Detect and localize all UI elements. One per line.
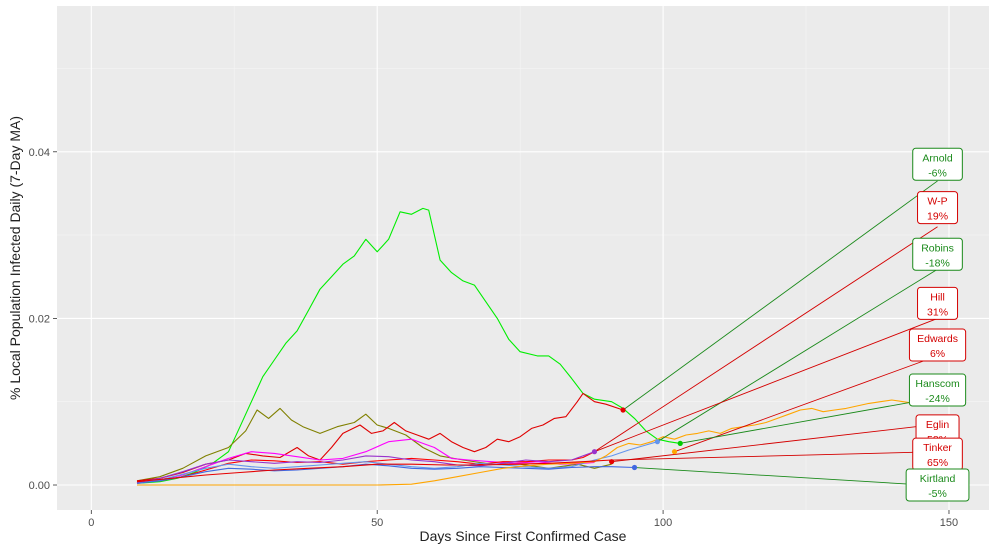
annotation-box [912,237,963,271]
series-line-6 [136,441,658,484]
y-axis-ticks: 0.00 0.02 0.04 [29,147,57,492]
x-axis-title: Days Since First Confirmed Case [420,528,627,544]
leader-line-w-p [594,226,938,453]
annotation-edwards: Edwards 6% [908,328,967,362]
leader-line-kirtland [634,467,938,487]
annotation-percent: 65% [927,457,948,469]
y-tick-label: 0.00 [29,480,50,492]
series-line-9 [136,459,612,483]
annotation-box [908,373,967,407]
annotation-percent: -6% [928,167,947,179]
series-line-0 [136,207,681,484]
annotation-leader-lines [594,180,938,487]
annotation-percent: -24% [925,393,950,405]
end-marker-5 [609,459,615,465]
leader-line-edwards [674,355,938,453]
leader-line-tinker [611,451,938,461]
end-marker-6 [631,464,638,471]
annotation-name: Robins [921,242,954,254]
y-axis-title: % Local Population Infected Daily (7-Day… [7,116,23,400]
minor-gridlines [57,6,989,510]
annotation-tinker: Tinker 65% [912,437,963,471]
annotation-name: Tinker [923,442,952,454]
annotation-name: Arnold [922,152,953,164]
annotation-percent: 19% [927,211,948,223]
annotation-w-p: W-P 19% [917,191,959,225]
end-marker-2 [654,439,660,445]
annotation-name: W-P [927,196,947,208]
annotation-name: Edwards [917,333,958,345]
leader-line-hanscom [680,397,938,444]
annotation-hill: Hill 31% [917,286,959,320]
end-marker-1 [591,449,598,455]
series-line-7 [136,463,635,484]
annotation-name: Hanscom [915,378,960,390]
leader-line-eglin [611,423,938,463]
annotation-name: Hill [930,291,945,303]
annotation-kirtland: Kirtland -5% [905,468,970,502]
x-axis-ticks: 0 50 100 150 [88,510,958,529]
annotation-name: Eglin [926,419,950,431]
annotation-labels: Arnold -6% W-P 19% Robins -18% Hill 31% Edwards 6… [905,147,970,502]
end-marker-3 [677,440,683,446]
series-end-markers [591,407,683,471]
y-tick-label: 0.04 [29,147,50,159]
annotation-arnold: Arnold -6% [912,147,963,181]
annotation-name: Kirtland [920,473,956,485]
annotation-box [917,286,959,320]
annotation-box [908,328,967,362]
end-marker-0 [620,407,626,413]
x-tick-label: 100 [654,517,672,529]
annotation-box [912,147,963,181]
series-lines [136,207,915,486]
annotation-box [905,468,970,502]
series-line-2 [136,392,624,482]
end-marker-4 [671,449,678,455]
annotation-percent: 31% [927,306,948,318]
annotation-percent: 6% [930,348,945,360]
x-tick-label: 150 [940,517,958,529]
annotation-hanscom: Hanscom -24% [908,373,967,407]
annotation-percent: -5% [928,488,947,500]
leader-line-hill [594,317,938,453]
leader-line-robins [657,268,938,443]
leader-line-arnold [622,180,938,411]
series-line-5 [136,451,595,484]
y-tick-label: 0.02 [29,313,50,325]
series-line-8 [137,399,915,486]
annotation-box [917,191,959,225]
annotation-percent: -18% [925,257,950,269]
annotation-robins: Robins -18% [912,237,963,271]
x-tick-label: 50 [371,517,383,529]
x-tick-label: 0 [88,517,94,529]
plot-panel [57,6,989,510]
